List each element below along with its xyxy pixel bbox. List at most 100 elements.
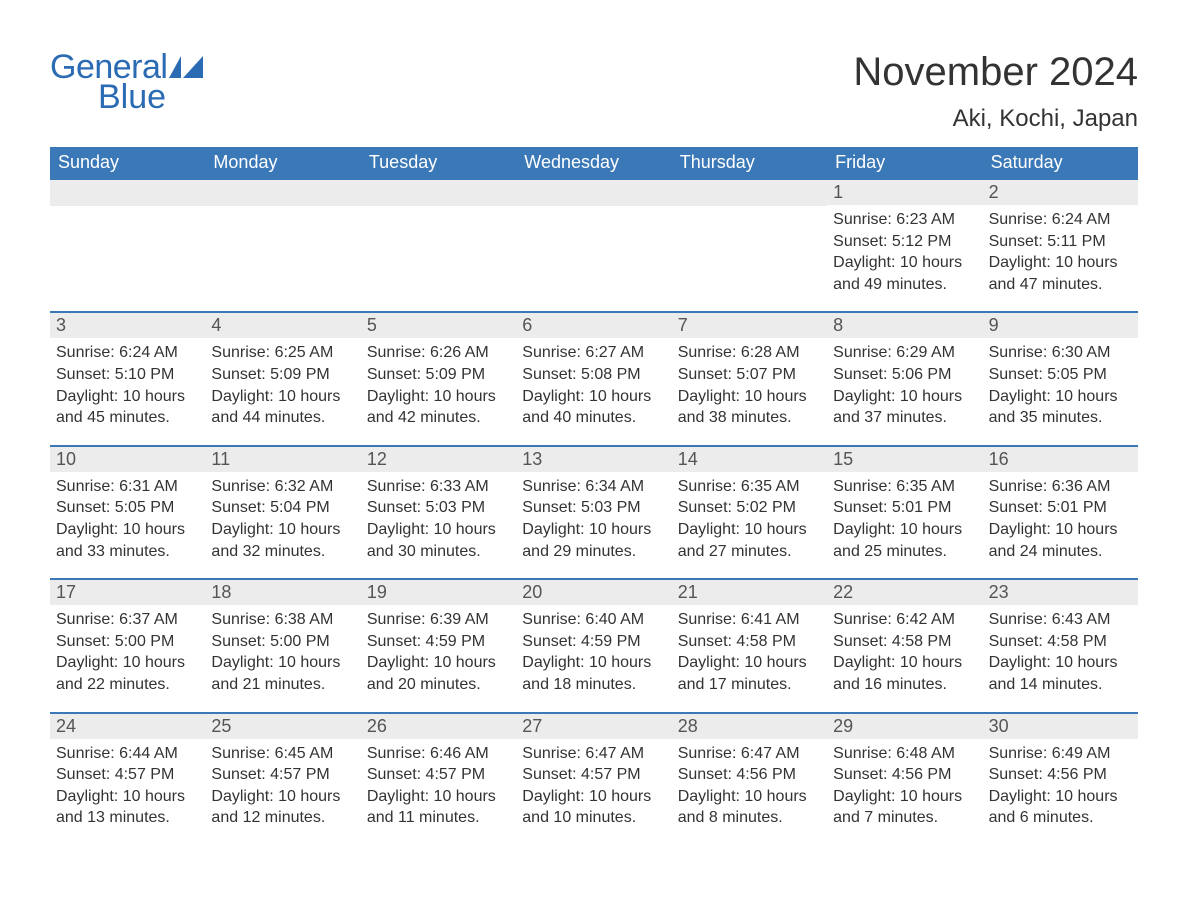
- sunset-text: Sunset: 4:56 PM: [833, 764, 976, 786]
- sunset-text: Sunset: 5:08 PM: [522, 364, 665, 386]
- day-cell: 23Sunrise: 6:43 AMSunset: 4:58 PMDayligh…: [983, 578, 1138, 711]
- sunset-text: Sunset: 4:59 PM: [367, 631, 510, 653]
- weekday-header: Monday: [205, 147, 360, 178]
- sunset-text: Sunset: 5:00 PM: [56, 631, 199, 653]
- day-info: Sunrise: 6:37 AMSunset: 5:00 PMDaylight:…: [56, 609, 199, 695]
- sunrise-text: Sunrise: 6:40 AM: [522, 609, 665, 631]
- sunrise-text: Sunrise: 6:49 AM: [989, 743, 1132, 765]
- day-info: Sunrise: 6:29 AMSunset: 5:06 PMDaylight:…: [833, 342, 976, 428]
- week-row: 24Sunrise: 6:44 AMSunset: 4:57 PMDayligh…: [50, 712, 1138, 845]
- sunset-text: Sunset: 5:03 PM: [367, 497, 510, 519]
- day-cell: 11Sunrise: 6:32 AMSunset: 5:04 PMDayligh…: [205, 445, 360, 578]
- week-row: 3 Sunrise: 6:24 AMSunset: 5:10 PM Daylight…: [50, 311, 1138, 444]
- day-cell: 14Sunrise: 6:35 AMSunset: 5:02 PMDayligh…: [672, 445, 827, 578]
- day-cell: 19 Sunrise: 6:39 AMSunset: 4:59 PMDayligh…: [361, 578, 516, 711]
- day-cell: 3Sunrise: 6:24 AMSunset: 5:10 PMDaylight…: [50, 311, 205, 444]
- weekday-header-row: Sunday Monday Tuesday Wednesday Thursday…: [50, 147, 1138, 178]
- day-number: 15: [827, 445, 982, 472]
- sunset-text: Sunset: 4:59 PM: [522, 631, 665, 653]
- day-info: Sunrise: 6:27 AMSunset: 5:08 PMDaylight:…: [522, 342, 665, 428]
- day-info: Sunrise: 6:33 AMSunset: 5:03 PMDaylight:…: [367, 476, 510, 562]
- day-number: 20: [516, 578, 671, 605]
- sunset-text: Sunset: 5:10 PM: [56, 364, 199, 386]
- day-cell: 18Sunrise: 6:38 AMSunset: 5:00 PMDayligh…: [205, 578, 360, 711]
- sunset-text: Sunset: 5:02 PM: [678, 497, 821, 519]
- sunset-text: Sunset: 4:56 PM: [678, 764, 821, 786]
- sunrise-text: Sunrise: 6:24 AM: [56, 342, 199, 364]
- daylight-text: Daylight: 10 hours and 44 minutes.: [211, 386, 354, 429]
- day-cell: 12 Sunrise: 6:33 AMSunset: 5:03 PMDayligh…: [361, 445, 516, 578]
- sunset-text: Sunset: 5:09 PM: [367, 364, 510, 386]
- day-cell: [361, 178, 516, 311]
- sunset-text: Sunset: 5:05 PM: [56, 497, 199, 519]
- day-number: 12: [361, 445, 516, 472]
- daylight-text: Daylight: 10 hours and 40 minutes.: [522, 386, 665, 429]
- sunset-text: Sunset: 4:57 PM: [56, 764, 199, 786]
- daylight-text: Daylight: 10 hours and 22 minutes.: [56, 652, 199, 695]
- day-cell: 29Sunrise: 6:48 AMSunset: 4:56 PMDayligh…: [827, 712, 982, 845]
- sunrise-text: Sunrise: 6:31 AM: [56, 476, 199, 498]
- daylight-text: Daylight: 10 hours and 18 minutes.: [522, 652, 665, 695]
- daylight-text: Daylight: 10 hours and 25 minutes.: [833, 519, 976, 562]
- day-cell: 24Sunrise: 6:44 AMSunset: 4:57 PMDayligh…: [50, 712, 205, 845]
- day-info: Sunrise: 6:32 AMSunset: 5:04 PMDaylight:…: [211, 476, 354, 562]
- day-info: Sunrise: 6:49 AMSunset: 4:56 PMDaylight:…: [989, 743, 1132, 829]
- daylight-text: Daylight: 10 hours and 12 minutes.: [211, 786, 354, 829]
- location-text: Aki, Kochi, Japan: [853, 105, 1138, 133]
- sunrise-text: Sunrise: 6:32 AM: [211, 476, 354, 498]
- sunset-text: Sunset: 5:04 PM: [211, 497, 354, 519]
- sunset-text: Sunset: 5:01 PM: [833, 497, 976, 519]
- sunrise-text: Sunrise: 6:33 AM: [367, 476, 510, 498]
- day-info: Sunrise: 6:46 AMSunset: 4:57 PMDaylight:…: [367, 743, 510, 829]
- day-number: 6: [516, 311, 671, 338]
- day-info: Sunrise: 6:39 AMSunset: 4:59 PMDaylight:…: [367, 609, 510, 695]
- day-cell: [50, 178, 205, 311]
- day-cell: 15 Sunrise: 6:35 AMSunset: 5:01 PMDayligh…: [827, 445, 982, 578]
- day-number: 3: [50, 311, 205, 338]
- daylight-text: Daylight: 10 hours and 8 minutes.: [678, 786, 821, 829]
- day-cell: 4Sunrise: 6:25 AMSunset: 5:09 PMDaylight…: [205, 311, 360, 444]
- day-info: Sunrise: 6:42 AMSunset: 4:58 PMDaylight:…: [833, 609, 976, 695]
- daylight-text: Daylight: 10 hours and 14 minutes.: [989, 652, 1132, 695]
- sunset-text: Sunset: 5:12 PM: [833, 231, 976, 253]
- day-number: 23: [983, 578, 1138, 605]
- sunset-text: Sunset: 4:57 PM: [522, 764, 665, 786]
- day-info: Sunrise: 6:31 AMSunset: 5:05 PMDaylight:…: [56, 476, 199, 562]
- day-info: Sunrise: 6:47 AMSunset: 4:57 PMDaylight:…: [522, 743, 665, 829]
- sunrise-text: Sunrise: 6:39 AM: [367, 609, 510, 631]
- daylight-text: Daylight: 10 hours and 21 minutes.: [211, 652, 354, 695]
- daylight-text: Daylight: 10 hours and 42 minutes.: [367, 386, 510, 429]
- weekday-header: Friday: [827, 147, 982, 178]
- sunset-text: Sunset: 4:58 PM: [989, 631, 1132, 653]
- day-info: Sunrise: 6:34 AMSunset: 5:03 PMDaylight:…: [522, 476, 665, 562]
- daylight-text: Daylight: 10 hours and 20 minutes.: [367, 652, 510, 695]
- day-cell: 21Sunrise: 6:41 AMSunset: 4:58 PMDayligh…: [672, 578, 827, 711]
- day-cell: 2Sunrise: 6:24 AMSunset: 5:11 PMDaylight…: [983, 178, 1138, 311]
- sunrise-text: Sunrise: 6:29 AM: [833, 342, 976, 364]
- day-cell: 8Sunrise: 6:29 AMSunset: 5:06 PMDaylight…: [827, 311, 982, 444]
- week-row: 10Sunrise: 6:31 AMSunset: 5:05 PMDayligh…: [50, 445, 1138, 578]
- sunrise-text: Sunrise: 6:35 AM: [678, 476, 821, 498]
- day-number: 9: [983, 311, 1138, 338]
- daylight-text: Daylight: 10 hours and 29 minutes.: [522, 519, 665, 562]
- sunrise-text: Sunrise: 6:46 AM: [367, 743, 510, 765]
- day-number: [205, 178, 360, 206]
- daylight-text: Daylight: 10 hours and 24 minutes.: [989, 519, 1132, 562]
- day-number: 19: [361, 578, 516, 605]
- sunrise-text: Sunrise: 6:35 AM: [833, 476, 976, 498]
- sunset-text: Sunset: 5:11 PM: [989, 231, 1132, 253]
- daylight-text: Daylight: 10 hours and 32 minutes.: [211, 519, 354, 562]
- day-cell: 22Sunrise: 6:42 AMSunset: 4:58 PMDayligh…: [827, 578, 982, 711]
- day-info: Sunrise: 6:35 AMSunset: 5:02 PMDaylight:…: [678, 476, 821, 562]
- daylight-text: Daylight: 10 hours and 17 minutes.: [678, 652, 821, 695]
- day-number: 17: [50, 578, 205, 605]
- sunrise-text: Sunrise: 6:44 AM: [56, 743, 199, 765]
- day-number: 30: [983, 712, 1138, 739]
- sunrise-text: Sunrise: 6:47 AM: [678, 743, 821, 765]
- sunset-text: Sunset: 4:57 PM: [367, 764, 510, 786]
- sunrise-text: Sunrise: 6:42 AM: [833, 609, 976, 631]
- calendar: Sunday Monday Tuesday Wednesday Thursday…: [50, 147, 1138, 845]
- daylight-text: Daylight: 10 hours and 37 minutes.: [833, 386, 976, 429]
- day-number: [516, 178, 671, 206]
- day-info: Sunrise: 6:28 AMSunset: 5:07 PMDaylight:…: [678, 342, 821, 428]
